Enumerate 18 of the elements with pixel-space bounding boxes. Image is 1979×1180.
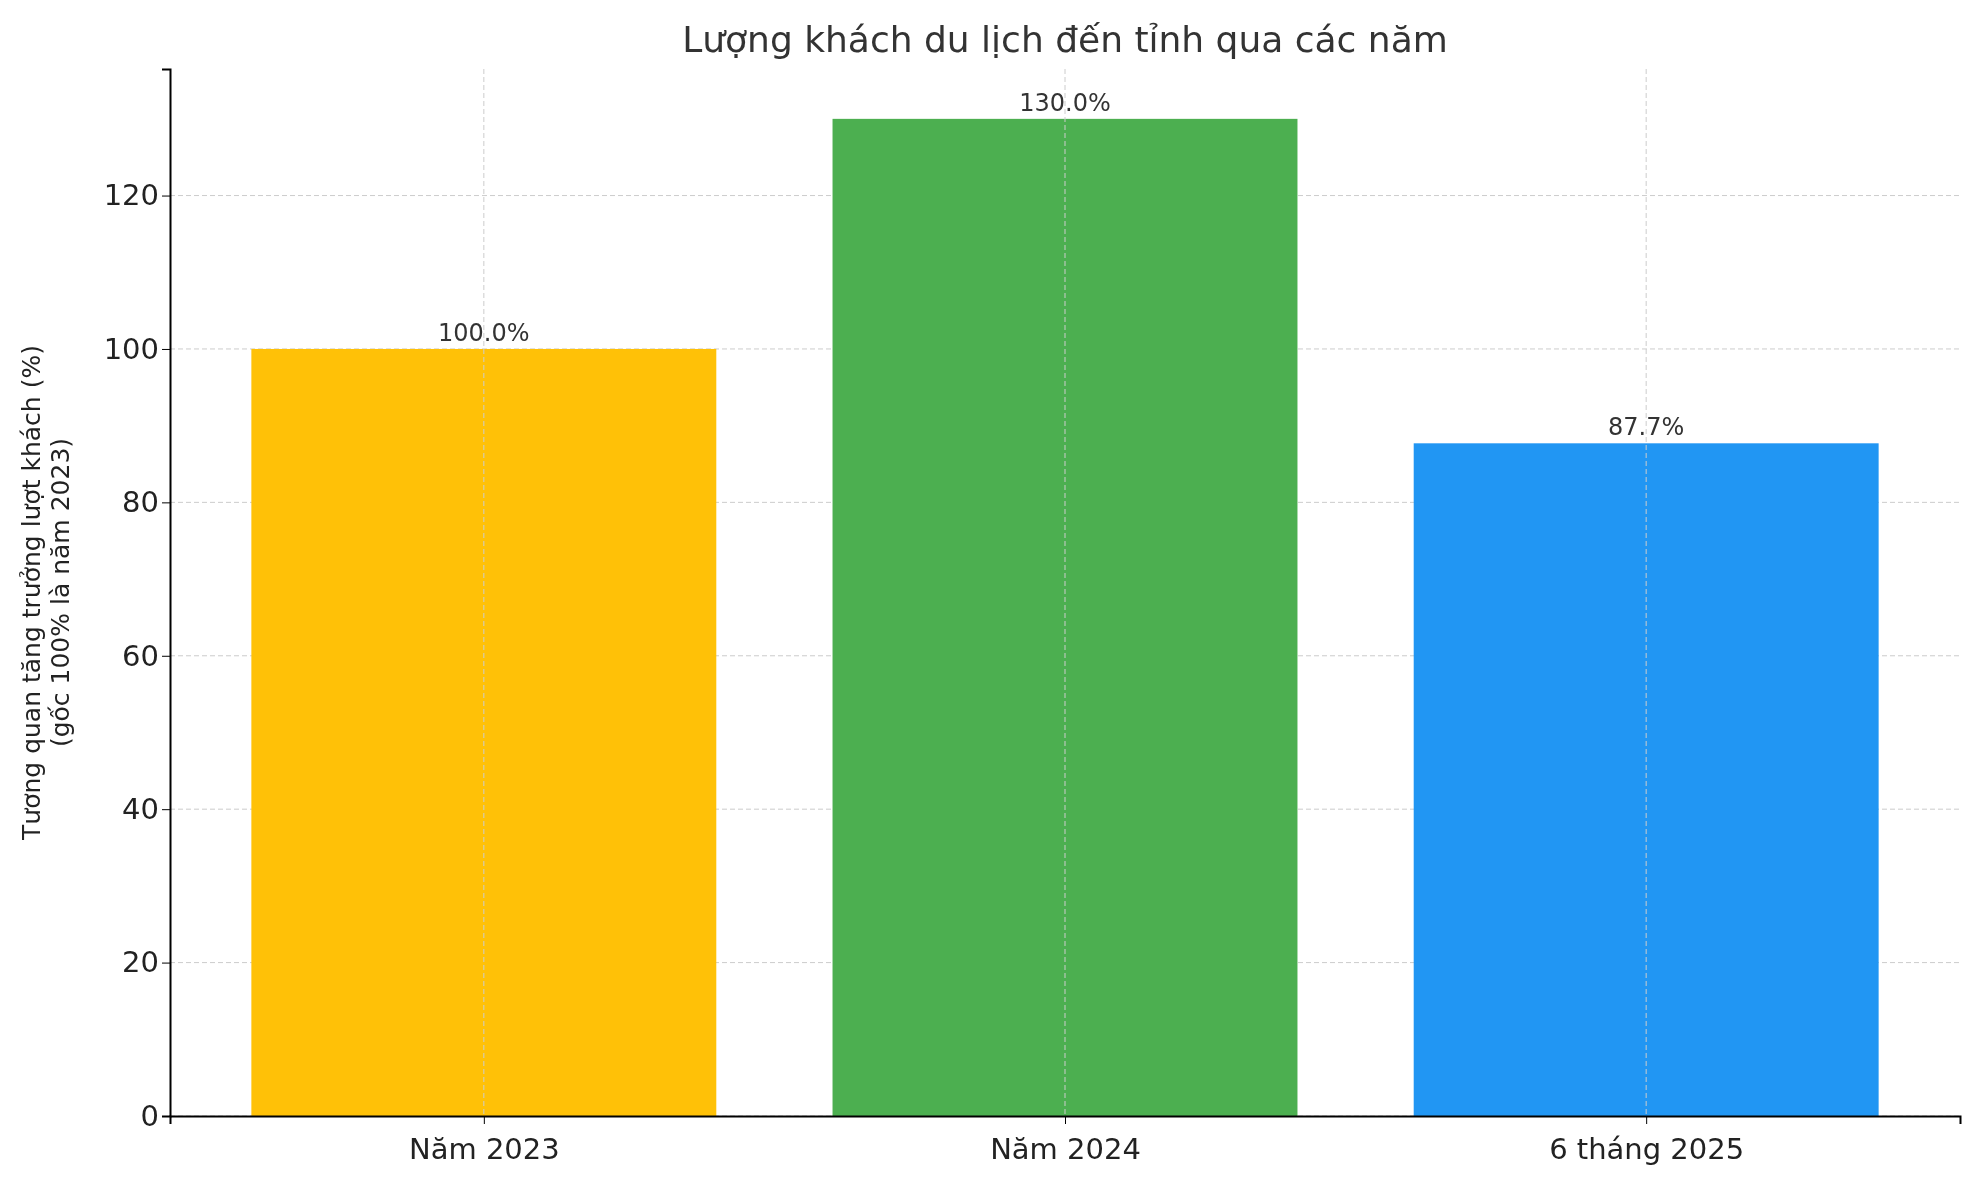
- data-label: 87.7%: [1608, 413, 1685, 442]
- x-tick-label: 6 tháng 2025: [1549, 1131, 1745, 1166]
- data-label: 130.0%: [1019, 88, 1111, 117]
- data-label: 100.0%: [438, 318, 530, 347]
- bar: [1413, 443, 1879, 1116]
- chart-title: Lượng khách du lịch đến tỉnh qua các năm: [682, 19, 1448, 60]
- y-tick-label: 20: [122, 945, 159, 980]
- y-axis-title: Tương quan tăng trưởng lượt khách (%) (gốc 100% là năm 2023): [17, 345, 75, 841]
- x-tick-label: Năm 2023: [408, 1131, 560, 1166]
- y-tick-label: 100: [103, 331, 159, 366]
- y-tick-label: 0: [140, 1098, 159, 1133]
- x-tick-label: Năm 2024: [990, 1131, 1141, 1166]
- y-tick-label: 80: [122, 485, 159, 520]
- bar: [832, 118, 1298, 1116]
- y-tick-label: 120: [103, 178, 159, 213]
- y-tick-label: 40: [122, 791, 159, 826]
- y-tick-label: 60: [122, 638, 159, 673]
- bar: [251, 348, 717, 1116]
